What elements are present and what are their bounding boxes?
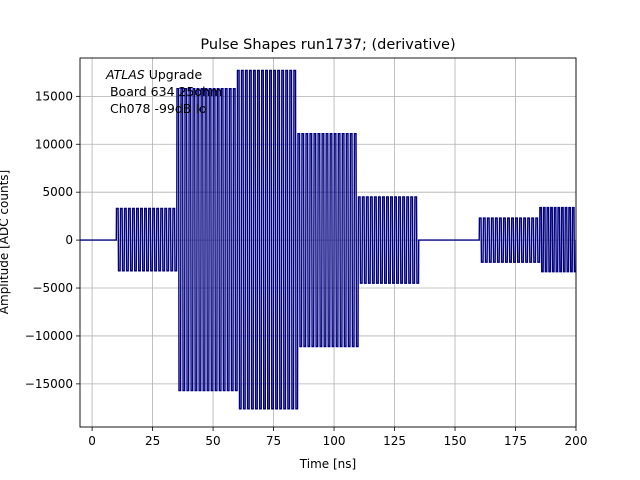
y-tick-label: −5000 bbox=[32, 281, 73, 295]
y-tick-label: −10000 bbox=[25, 329, 73, 343]
x-tick-label: 125 bbox=[383, 434, 406, 448]
annotation-line-3: Ch078 -99dB lo bbox=[106, 101, 206, 116]
y-axis-title: Amplitude [ADC counts] bbox=[0, 170, 11, 314]
series-layer bbox=[80, 69, 576, 410]
y-tick-label: 10000 bbox=[35, 137, 73, 151]
waveform-line bbox=[80, 69, 576, 410]
annotation-atlas: ATLAS bbox=[105, 67, 145, 82]
annotation-line-2: Board 634 25ohm bbox=[106, 84, 222, 99]
x-tick-label: 0 bbox=[88, 434, 96, 448]
annotation-upgrade: Upgrade bbox=[145, 67, 203, 82]
x-axis: 0 25 50 75 100 125 150 175 200 bbox=[88, 427, 587, 448]
annotation: ATLAS Upgrade Board 634 25ohm Ch078 -99d… bbox=[105, 67, 222, 116]
x-tick-label: 50 bbox=[205, 434, 220, 448]
x-tick-label: 150 bbox=[444, 434, 467, 448]
x-axis-title: Time [ns] bbox=[299, 457, 356, 471]
y-tick-label: 5000 bbox=[42, 185, 73, 199]
plot-frame bbox=[79, 57, 577, 428]
annotation-line-1: ATLAS Upgrade bbox=[105, 67, 202, 82]
x-tick-label: 175 bbox=[504, 434, 527, 448]
y-tick-label: 0 bbox=[65, 233, 73, 247]
x-tick-label: 75 bbox=[266, 434, 281, 448]
y-tick-label: 15000 bbox=[35, 89, 73, 103]
x-tick-label: 100 bbox=[323, 434, 346, 448]
x-tick-label: 200 bbox=[565, 434, 588, 448]
y-tick-label: −15000 bbox=[25, 377, 73, 391]
y-axis: −15000 −10000 −5000 0 5000 10000 15000 bbox=[25, 89, 80, 391]
plot-area bbox=[80, 69, 576, 410]
x-tick-label: 25 bbox=[145, 434, 160, 448]
chart-title: Pulse Shapes run1737; (derivative) bbox=[200, 37, 455, 53]
